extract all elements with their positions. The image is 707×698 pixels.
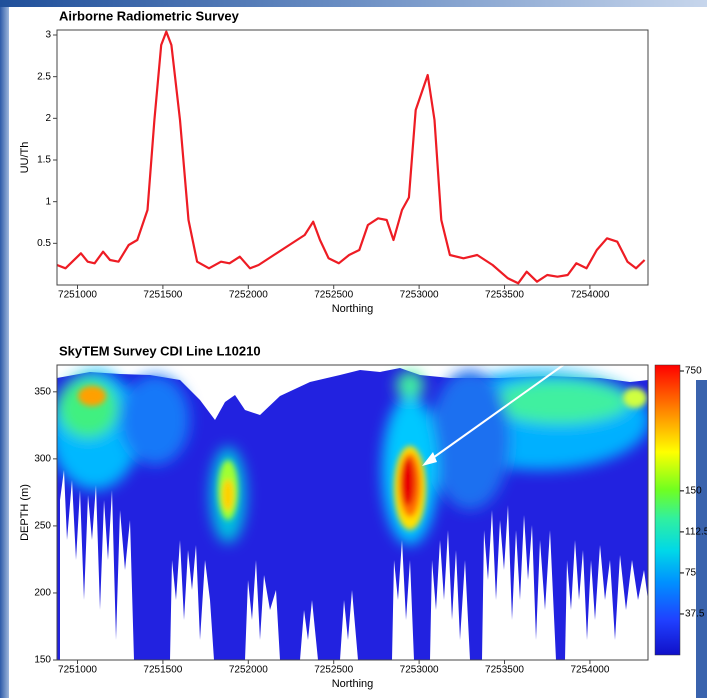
section-gaps bbox=[60, 470, 648, 660]
x-axis-label: Northing bbox=[332, 678, 374, 690]
chart-title: Airborne Radiometric Survey bbox=[59, 8, 240, 23]
arrow-line bbox=[429, 355, 577, 461]
gap bbox=[482, 505, 556, 660]
y-tick-label: 1 bbox=[45, 196, 51, 207]
zone bbox=[78, 386, 106, 406]
y-tick-label: 350 bbox=[34, 386, 51, 397]
x-tick-label: 7253500 bbox=[485, 665, 524, 676]
x-tick-label: 7253000 bbox=[400, 665, 439, 676]
gap bbox=[392, 540, 414, 660]
colorbar-tick-label: 112.5 bbox=[685, 527, 707, 538]
gap bbox=[430, 530, 470, 660]
data-line bbox=[56, 30, 646, 285]
x-tick-label: 7252000 bbox=[229, 665, 268, 676]
gap bbox=[300, 600, 318, 660]
y-tick-label: 0.5 bbox=[37, 238, 51, 249]
x-tick-label: 7252500 bbox=[314, 665, 353, 676]
y-tick-label: 2 bbox=[45, 113, 51, 124]
annotation-arrow bbox=[422, 355, 577, 466]
x-tick-label: 7252000 bbox=[229, 290, 268, 301]
left-edge bbox=[0, 0, 9, 698]
colorbar-tick-label: 37.5 bbox=[685, 609, 705, 620]
zone bbox=[396, 371, 424, 399]
zone bbox=[401, 458, 415, 506]
plot-frame bbox=[56, 29, 649, 286]
top-edge bbox=[0, 0, 707, 7]
zone bbox=[120, 375, 190, 465]
y-tick-label: 200 bbox=[34, 588, 51, 599]
arrow-head bbox=[422, 452, 437, 466]
gap bbox=[565, 540, 648, 660]
x-tick-label: 7252500 bbox=[314, 290, 353, 301]
plot-frame bbox=[56, 364, 649, 661]
colorbar-tick-label: 750 bbox=[685, 366, 702, 377]
x-tick-label: 7254000 bbox=[570, 665, 609, 676]
x-tick-label: 7253000 bbox=[400, 290, 439, 301]
chart-title: SkyTEM Survey CDI Line L10210 bbox=[59, 343, 261, 358]
gap bbox=[340, 590, 358, 660]
colorbar bbox=[654, 364, 681, 656]
y-tick-label: 250 bbox=[34, 521, 51, 532]
x-axis-label: Northing bbox=[332, 303, 374, 315]
zone bbox=[222, 479, 234, 511]
x-tick-label: 7251000 bbox=[58, 665, 97, 676]
x-tick-label: 7251000 bbox=[58, 290, 97, 301]
y-tick-label: 150 bbox=[34, 655, 51, 666]
gap bbox=[170, 540, 214, 660]
y-tick-label: 2.5 bbox=[37, 71, 51, 82]
zone bbox=[623, 388, 647, 408]
y-axis-label: UU/Th bbox=[19, 142, 31, 174]
colorbar-tick-label: 150 bbox=[685, 486, 702, 497]
y-tick-label: 1.5 bbox=[37, 155, 51, 166]
gap bbox=[245, 560, 280, 660]
cdi-section bbox=[57, 368, 648, 660]
x-tick-label: 7253500 bbox=[485, 290, 524, 301]
x-tick-label: 7254000 bbox=[570, 290, 609, 301]
gap bbox=[60, 470, 134, 660]
right-edge bbox=[696, 380, 707, 698]
section-anomalies bbox=[78, 386, 647, 530]
zone bbox=[430, 370, 510, 510]
x-tick-label: 7251500 bbox=[143, 665, 182, 676]
x-tick-label: 7251500 bbox=[143, 290, 182, 301]
y-tick-label: 300 bbox=[34, 454, 51, 465]
y-axis-label: DEPTH (m) bbox=[19, 484, 31, 541]
colorbar-tick-label: 75 bbox=[685, 568, 697, 579]
y-tick-label: 3 bbox=[45, 30, 51, 41]
zone bbox=[490, 380, 630, 424]
